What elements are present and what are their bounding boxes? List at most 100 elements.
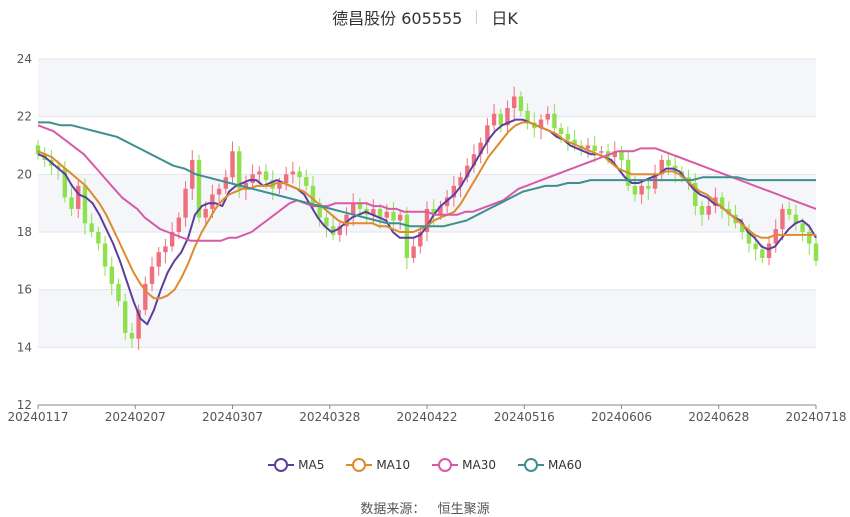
candle-body [404,214,410,258]
ma-line-ma60 [38,121,816,228]
candle-body [243,182,249,189]
x-tick-label: 20240422 [396,410,457,424]
candle-body [237,151,242,189]
y-tick-label: 24 [17,52,32,66]
candle-body [511,96,517,109]
candle-body [317,203,322,218]
candle-body [102,243,108,267]
x-tick-label: 20240117 [7,410,68,424]
legend-marker-icon [346,458,373,472]
chart-title-bar: 德昌股份 605555 日K [0,6,850,28]
candle-body [652,174,658,189]
candle-body [377,208,383,218]
candle-body [250,174,255,183]
x-tick-label: 20240307 [202,410,263,424]
x-tick-label: 20240328 [299,410,360,424]
candle-body [538,119,544,129]
candle-body [384,211,389,218]
moving-average-lines [37,118,817,326]
y-tick-label: 14 [17,340,32,354]
candle-body [639,185,644,195]
candle-body [659,159,664,175]
candle-body [324,217,329,227]
candle-body [646,185,651,189]
candle-body [746,232,752,244]
candle-body [96,232,101,244]
y-tick-label: 20 [17,167,32,181]
candle-body [706,206,711,215]
x-axis-tick-labels: 20240117 20240207 20240307 20240328 20240422… [7,405,847,424]
legend-item-ma5[interactable]: MA5 [268,458,324,472]
candle-body [632,185,638,195]
candle-body [807,232,812,244]
candle-body [693,182,698,207]
candle-body [257,171,262,175]
candle-body [786,208,792,215]
candle-body [424,208,430,232]
candle-body [351,203,356,215]
candle-body [518,96,524,111]
candle-body [431,208,436,215]
candle-body [773,229,778,244]
candle-body [458,177,463,186]
candle-body [740,223,745,232]
legend-label: MA10 [376,458,411,472]
legend-item-ma60[interactable]: MA60 [518,458,582,472]
source-provider: 恒生聚源 [437,502,490,517]
chart-legend: MA5 MA10 MA30 MA60 [0,458,850,472]
candle-body [210,194,215,209]
data-source: 数据来源： 恒生聚源 [0,498,850,517]
candle-body [283,174,289,183]
candle-body [344,214,349,227]
candle-body [62,168,68,198]
y-tick-label: 12 [17,398,32,412]
candle-body [699,206,705,215]
x-tick-label: 20240606 [591,410,652,424]
candle-body [176,217,182,232]
candle-body [183,188,188,218]
candle-body [196,159,202,218]
y-tick-label: 16 [17,283,32,297]
legend-item-ma30[interactable]: MA30 [432,458,496,472]
candle-body [800,223,805,232]
candle-body [438,206,443,215]
candle-body [263,171,269,181]
candle-body [190,159,195,189]
period-label[interactable]: 日K [491,9,518,28]
candle-body [465,165,470,178]
x-tick-label: 20240516 [494,410,555,424]
candle-body [585,145,591,149]
candle-body [666,159,671,166]
candle-body [619,151,624,160]
candle-body [780,208,785,230]
candle-body [478,142,483,155]
candle-body [230,151,235,178]
candle-body [397,214,403,221]
candle-body [277,182,282,189]
legend-label: MA60 [548,458,582,472]
candle-body [163,246,168,253]
stock-name: 德昌股份 605555 [332,9,463,28]
x-tick-label: 20240628 [688,410,749,424]
candle-body [82,185,88,224]
candle-body [89,223,94,232]
legend-item-ma10[interactable]: MA10 [346,458,410,472]
legend-label: MA30 [462,458,497,472]
candle-body [491,113,497,126]
candle-body [766,243,772,258]
legend-marker-icon [268,458,295,472]
candle-body [109,266,114,284]
candle-body [357,203,363,209]
candle-body [552,113,557,129]
legend-marker-icon [432,458,459,472]
x-tick-label: 20240207 [105,410,166,424]
candle-body [753,243,758,250]
candle-body [793,214,799,224]
candle-body [304,177,309,186]
candle-body [719,197,725,209]
candle-body [612,151,617,158]
candle-body [760,249,765,258]
candle-body [525,110,530,123]
ma-line-ma30 [37,124,817,242]
